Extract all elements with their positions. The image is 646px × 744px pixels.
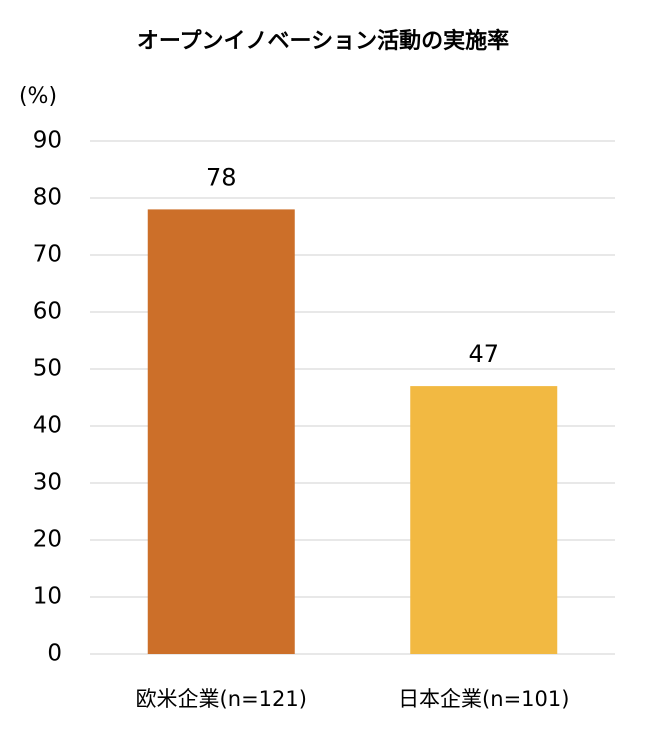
- y-tick-label: 20: [33, 527, 62, 553]
- y-tick-label: 10: [33, 584, 62, 610]
- y-tick-label: 0: [47, 641, 62, 667]
- value-label: 47: [468, 340, 499, 368]
- x-tick-label: 日本企業(n=101): [398, 687, 569, 711]
- bar: [410, 386, 558, 654]
- value-label: 78: [206, 163, 237, 191]
- y-tick-label: 40: [33, 413, 62, 439]
- y-tick-label: 80: [33, 185, 62, 211]
- y-tick-label: 90: [33, 128, 62, 154]
- y-tick-label: 60: [33, 299, 62, 325]
- y-axis-unit: (%): [19, 84, 57, 109]
- chart-title: オープンイノベーション活動の実施率: [137, 28, 509, 54]
- y-tick-label: 70: [33, 242, 62, 268]
- bar: [147, 209, 295, 654]
- y-tick-label: 30: [33, 470, 62, 496]
- x-tick-label: 欧米企業(n=121): [136, 687, 307, 711]
- y-tick-label: 50: [33, 356, 62, 382]
